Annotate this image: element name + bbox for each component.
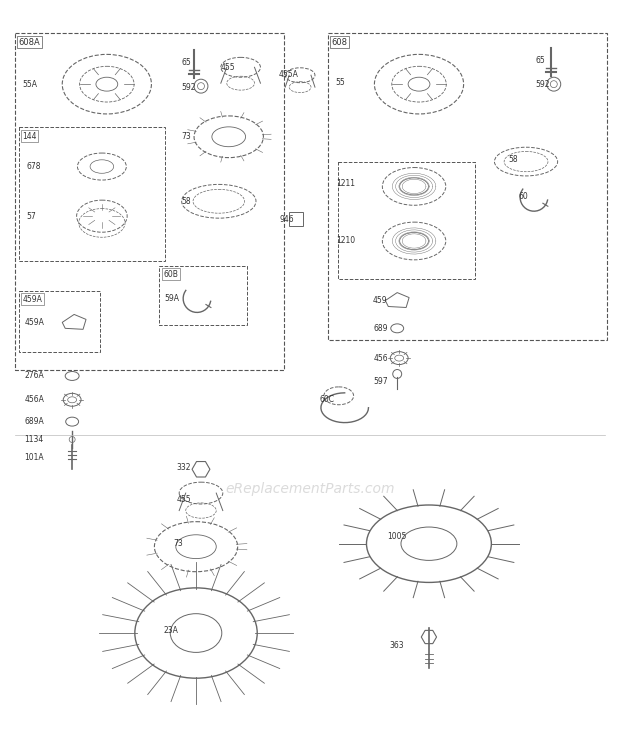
Text: 455: 455 [221,62,236,71]
Text: 60B: 60B [163,270,178,279]
Text: eReplacementParts.com: eReplacementParts.com [225,482,395,496]
Text: 60C: 60C [320,395,335,404]
Bar [19,126,166,261]
Bar [15,33,284,370]
Text: 597: 597 [373,377,388,386]
Text: 459: 459 [373,296,387,305]
Text: 144: 144 [22,132,37,141]
Text: 455: 455 [176,495,191,504]
Text: 459A: 459A [22,295,43,304]
Text: 55: 55 [336,77,345,87]
Text: 456: 456 [373,353,388,362]
Text: 459A: 459A [25,318,45,327]
Text: 689: 689 [373,324,388,333]
Text: 1134: 1134 [25,435,44,444]
Text: 23A: 23A [163,626,178,635]
Bar [19,291,100,352]
Text: 58: 58 [508,155,518,164]
Text: 592: 592 [181,83,196,92]
Text: 332: 332 [176,463,191,472]
Text: 689A: 689A [25,417,45,426]
Text: 678: 678 [27,162,41,171]
Text: 456A: 456A [25,395,45,404]
Text: 55A: 55A [22,80,38,89]
Text: 57: 57 [27,212,37,221]
Text: 608A: 608A [19,37,40,47]
Text: 1210: 1210 [336,237,355,246]
Text: 101A: 101A [25,453,44,462]
Text: 1005: 1005 [388,532,407,542]
Text: 592: 592 [535,80,549,89]
Text: 363: 363 [389,641,404,650]
Text: 65: 65 [181,58,191,67]
Bar [328,33,608,340]
Bar [338,161,474,279]
Text: 60: 60 [518,192,528,201]
Text: 455A: 455A [278,70,298,79]
Text: 73: 73 [173,539,183,548]
Bar [289,212,303,226]
Text: 59A: 59A [164,294,179,303]
Text: 1211: 1211 [336,179,355,188]
Text: 58: 58 [181,196,191,206]
Text: 73: 73 [181,132,191,141]
Bar [159,266,247,325]
Text: 608: 608 [332,37,348,47]
Text: 65: 65 [536,56,546,65]
Text: 276A: 276A [25,371,45,380]
Text: 946: 946 [279,215,294,224]
